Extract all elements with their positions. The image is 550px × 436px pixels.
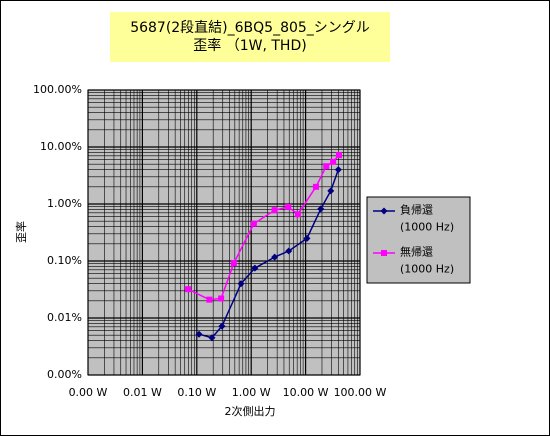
legend-marker xyxy=(381,250,387,256)
point xyxy=(285,247,293,255)
point xyxy=(218,322,226,330)
y-tick-label: 1.00% xyxy=(47,197,82,210)
point xyxy=(218,295,225,302)
y-tick-label: 10.00% xyxy=(40,140,82,153)
point xyxy=(271,207,278,214)
point xyxy=(208,334,216,342)
point xyxy=(303,234,311,242)
legend-label: 無帰還(1000 Hz) xyxy=(400,245,454,276)
y-tick-label: 100.00% xyxy=(33,83,82,96)
y-tick-label: 0.01% xyxy=(47,311,82,324)
title-box xyxy=(110,12,390,62)
y-axis-label: 歪率 xyxy=(14,221,28,243)
x-tick-label: 0.01 W xyxy=(123,386,162,399)
x-tick-label: 0.10 W xyxy=(177,386,216,399)
point xyxy=(271,253,279,261)
x-tick-label: 0.00 W xyxy=(69,386,108,399)
point xyxy=(312,183,319,190)
point xyxy=(317,205,325,213)
y-tick-label: 0.10% xyxy=(47,254,82,267)
point xyxy=(206,296,213,303)
point xyxy=(237,280,245,288)
point xyxy=(195,330,203,338)
y-tick-label: 0.00% xyxy=(47,368,82,381)
x-tick-label: 1.00 W xyxy=(232,386,271,399)
point xyxy=(285,203,292,210)
x-tick-label: 10.00 W xyxy=(283,386,329,399)
point xyxy=(230,260,237,267)
legend-label: 負帰還(1000 Hz) xyxy=(400,204,454,234)
point xyxy=(335,152,342,159)
point xyxy=(334,166,342,174)
point xyxy=(251,264,259,272)
point xyxy=(250,220,257,227)
plot-area xyxy=(88,90,360,375)
point xyxy=(323,163,330,170)
x-axis-label: 2次側出力 xyxy=(225,404,276,418)
point xyxy=(185,286,192,293)
point xyxy=(327,187,335,195)
legend-marker xyxy=(380,207,388,215)
point xyxy=(294,211,301,218)
x-tick-label: 100.00 W xyxy=(334,386,387,399)
plot-border xyxy=(87,89,361,376)
chart-title: 5687(2段直結)_6BQ5_805_シングル歪率 （1W, THD) xyxy=(130,19,370,54)
point xyxy=(330,158,337,165)
